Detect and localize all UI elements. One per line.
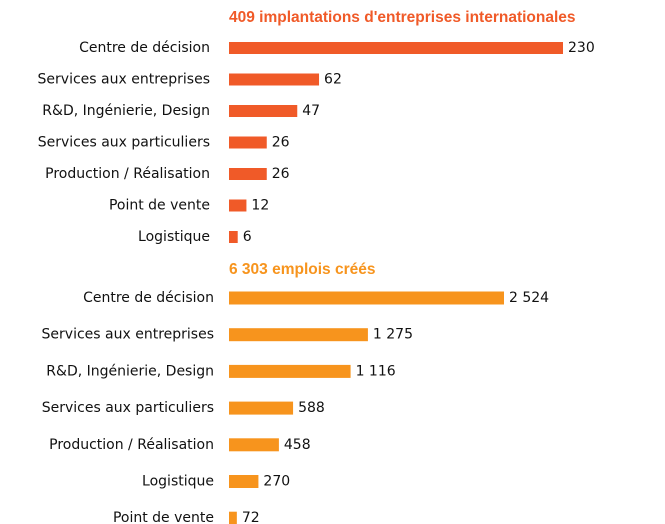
value-label: 1 116	[356, 363, 396, 379]
category-label: Logistique	[142, 474, 214, 490]
category-label: Services aux particuliers	[38, 135, 210, 151]
category-label: Centre de décision	[83, 290, 214, 306]
bar	[229, 42, 563, 54]
value-label: 588	[298, 400, 325, 416]
value-label: 2 524	[509, 290, 549, 306]
bar	[229, 105, 298, 117]
bar	[229, 438, 279, 452]
category-label: Logistique	[138, 229, 210, 245]
value-label: 26	[272, 135, 290, 151]
bar	[229, 199, 247, 212]
value-label: 72	[242, 510, 260, 524]
value-label: 12	[251, 198, 269, 214]
bar	[229, 231, 238, 243]
category-label: Production / Réalisation	[45, 166, 210, 182]
value-label: 230	[568, 40, 595, 56]
category-label: Production / Réalisation	[49, 437, 214, 453]
category-label: Services aux particuliers	[42, 400, 214, 416]
value-label: 1 275	[373, 327, 413, 343]
category-label: Centre de décision	[79, 40, 210, 56]
bar	[229, 364, 351, 378]
bar	[229, 73, 320, 86]
bar	[229, 168, 267, 180]
chart-title: 6 303 emplois créés	[229, 261, 376, 278]
value-label: 6	[243, 229, 252, 245]
category-label: Services aux entreprises	[42, 327, 214, 343]
value-label: 26	[272, 166, 290, 182]
bar	[229, 291, 504, 305]
bar	[229, 511, 237, 524]
category-label: Point de vente	[109, 198, 210, 214]
bar	[229, 328, 368, 342]
bar	[229, 401, 294, 415]
bar	[229, 475, 259, 488]
category-label: Point de vente	[113, 510, 214, 524]
category-label: Services aux entreprises	[38, 72, 210, 88]
bar	[229, 136, 267, 149]
value-label: 458	[284, 437, 311, 453]
value-label: 47	[302, 103, 320, 119]
category-label: R&D, Ingénierie, Design	[42, 103, 210, 119]
chart-title: 409 implantations d'entreprises internat…	[229, 9, 576, 26]
value-label: 62	[324, 72, 342, 88]
category-label: R&D, Ingénierie, Design	[46, 363, 214, 379]
value-label: 270	[263, 474, 290, 490]
